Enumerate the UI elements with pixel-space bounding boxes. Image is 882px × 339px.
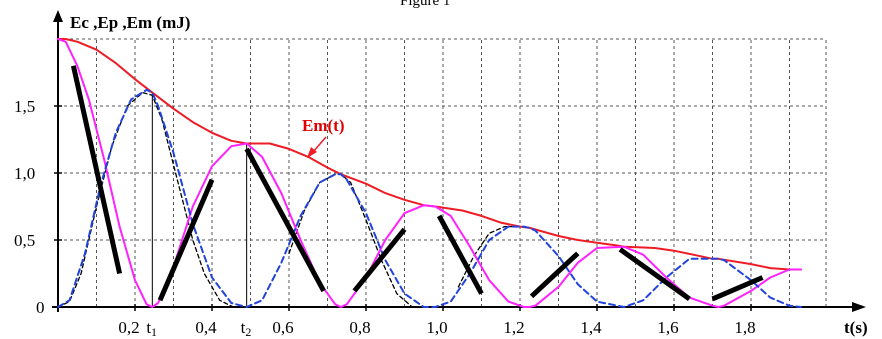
y-tick-label: 1,5 <box>14 97 35 116</box>
label-layer: Ec ,Ep ,Em (mJ) t(s) 0 0,5 1,0 1,5 0,2 0,4 0,6 0,… <box>14 13 868 339</box>
annotation-arrow <box>313 137 326 152</box>
y-tick-label: 0 <box>36 298 45 317</box>
time-marker-label: t1 <box>146 318 157 339</box>
x-tick-label: 0,2 <box>118 318 139 337</box>
time-marker-subscript: 1 <box>151 325 157 339</box>
x-tick-label: 0,8 <box>349 318 370 337</box>
x-tick-label: 1,4 <box>580 318 602 337</box>
x-tick-label: 1,8 <box>734 318 755 337</box>
x-axis-label: t(s) <box>844 318 868 337</box>
x-tick-label: 1,2 <box>503 318 524 337</box>
y-tick-label: 1,0 <box>14 164 35 183</box>
x-tick-label: 0,6 <box>272 318 293 337</box>
figure-header: Figure 1 <box>400 0 450 9</box>
x-tick-label: 1,6 <box>657 318 678 337</box>
x-tick-label: 1,0 <box>426 318 447 337</box>
time-marker-subscript: 2 <box>245 325 251 339</box>
tangent-layer <box>73 66 762 300</box>
tangent-segment <box>247 149 324 291</box>
em-annotation: Em(t) <box>302 116 344 135</box>
y-axis-label: Ec ,Ep ,Em (mJ) <box>70 13 190 32</box>
x-axis-arrow <box>852 302 866 312</box>
x-tick-label: 0,4 <box>195 318 217 337</box>
time-marker-label: t2 <box>241 318 252 339</box>
y-axis-arrow <box>53 10 63 22</box>
tangent-segment <box>620 249 689 299</box>
y-tick-label: 0,5 <box>14 231 35 250</box>
em-curve <box>58 39 801 270</box>
